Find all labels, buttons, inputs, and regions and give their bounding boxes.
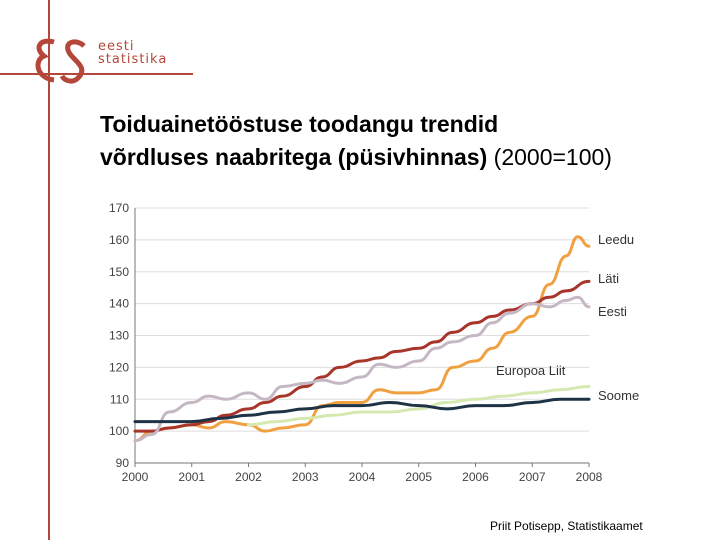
y-tick-label-100: 100 — [109, 424, 129, 438]
series-line-leedu — [133, 235, 591, 443]
x-tick-label-2002: 2002 — [235, 470, 262, 484]
x-tick-label-2008: 2008 — [576, 470, 603, 484]
series-label-soome: Soome — [598, 388, 639, 403]
series-label-europoa-liit: Europoa Liit — [496, 363, 566, 378]
title-line-2: võrdluses naabritega (püsivhinnas) (2000… — [100, 141, 715, 174]
title-line-2-text: võrdluses naabritega (püsivhinnas) — [100, 144, 488, 170]
x-tick-label-2003: 2003 — [292, 470, 319, 484]
left-accent-line — [48, 0, 50, 540]
y-tick-label-160: 160 — [109, 233, 129, 247]
x-tick-label-2005: 2005 — [405, 470, 432, 484]
series-line-läti — [133, 279, 591, 433]
logo-line-statistika: statistika — [98, 52, 168, 67]
line-chart: 90 100 110 120 130 140 150 160 170 2000 2001 2002 20… — [109, 201, 639, 484]
x-tick-label-2007: 2007 — [519, 470, 546, 484]
y-tick-label-110: 110 — [110, 392, 129, 406]
top-accent-line — [0, 73, 193, 75]
series-line-europoa-liit — [247, 385, 591, 427]
x-tick-label-2001: 2001 — [178, 470, 205, 484]
series-label-läti: Läti — [598, 271, 619, 286]
y-tick-label-150: 150 — [109, 265, 129, 279]
y-tick-label-90: 90 — [116, 456, 130, 470]
y-tick-label-120: 120 — [109, 360, 129, 374]
logo-wordmark: eesti statistika — [98, 40, 167, 66]
logo-line-eesti: eesti — [98, 39, 135, 54]
footer-author: Priit Potisepp, Statistikaamet — [490, 519, 643, 533]
title-line-1: Toiduainetööstuse toodangu trendid — [100, 111, 499, 137]
series-line-soome — [133, 397, 591, 424]
title-base-year: (2000=100) — [493, 144, 612, 170]
x-tick-label-2000: 2000 — [122, 470, 149, 484]
page-title: Toiduainetööstuse toodangu trendid võrdl… — [100, 108, 715, 174]
series-line-eesti — [133, 295, 591, 443]
es-logo-icon — [35, 38, 86, 84]
x-tick-label-2006: 2006 — [462, 470, 489, 484]
statistics-logo — [30, 34, 92, 95]
y-tick-label-130: 130 — [109, 329, 129, 343]
series-label-leedu: Leedu — [598, 232, 634, 247]
x-tick-label-2004: 2004 — [349, 470, 376, 484]
series-label-eesti: Eesti — [598, 304, 627, 319]
y-tick-label-170: 170 — [109, 201, 129, 215]
y-tick-label-140: 140 — [109, 297, 129, 311]
